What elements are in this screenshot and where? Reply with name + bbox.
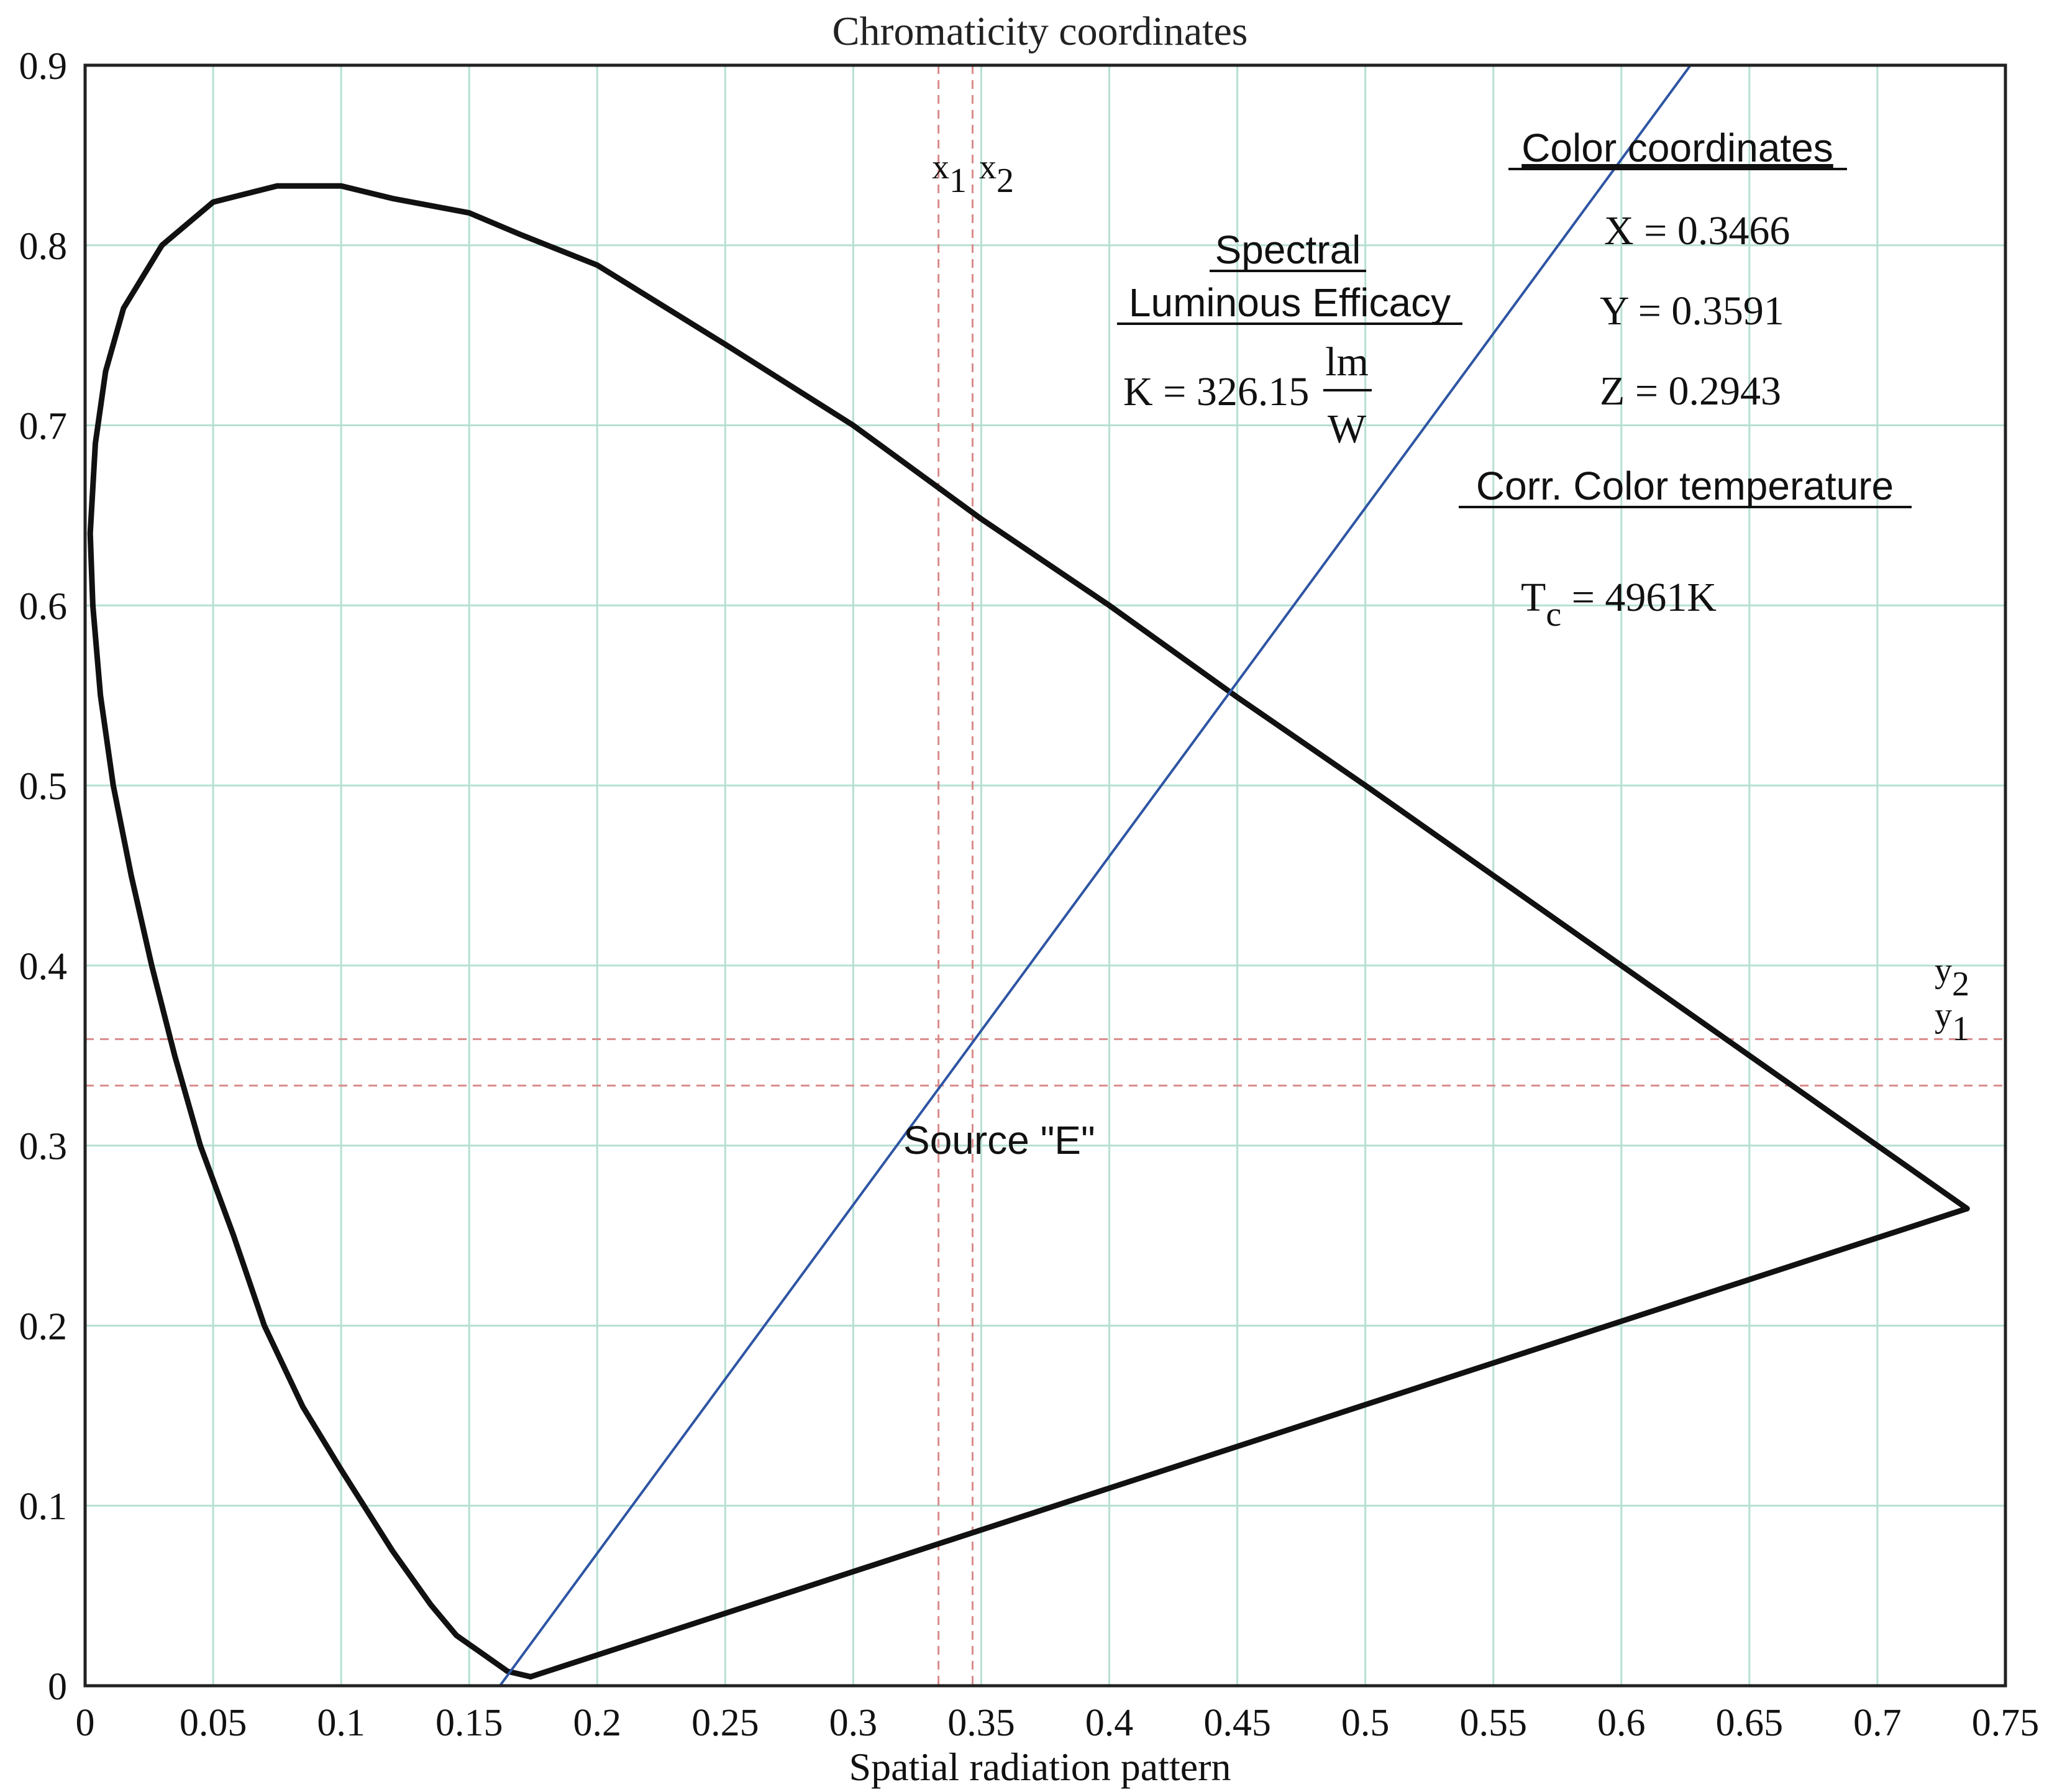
k-unit-numerator: lm xyxy=(1325,339,1369,385)
x-value: X = 0.3466 xyxy=(1604,208,1790,254)
x-axis-label: Spatial radiation pattern xyxy=(849,1745,1231,1789)
x-tick-label: 0.65 xyxy=(1716,1702,1784,1744)
purple-line xyxy=(527,1205,1970,1680)
tc-value: Tc = 4961K xyxy=(1521,575,1717,634)
curves xyxy=(87,64,1970,1687)
x2-letter: x xyxy=(979,148,997,186)
k-unit-denominator: W xyxy=(1328,406,1367,452)
y1-letter: y xyxy=(1935,996,1952,1035)
x-tick-label: 0.25 xyxy=(691,1702,759,1744)
cct-heading: Corr. Color temperature xyxy=(1476,464,1894,508)
color-coordinates-heading: Color coordinates xyxy=(1521,126,1833,170)
y-tick-label: 0.6 xyxy=(19,585,68,628)
y-tick-label: 0.2 xyxy=(19,1305,68,1348)
x-tick-label: 0.6 xyxy=(1597,1702,1646,1744)
x1-subscript: 1 xyxy=(949,162,967,200)
y-tick-label: 0.4 xyxy=(19,946,68,988)
source-e-label: Source "E" xyxy=(903,1118,1095,1163)
x-tick-label: 0.55 xyxy=(1459,1702,1527,1744)
luminous-efficacy-heading: Luminous Efficacy xyxy=(1129,280,1451,325)
x-tick-label: 0.1 xyxy=(317,1702,365,1744)
y1-subscript: 1 xyxy=(1952,1010,1969,1048)
x-tick-label: 0.05 xyxy=(180,1702,247,1744)
x1-marker-label: x1 xyxy=(932,148,967,200)
x-tick-label: 0.4 xyxy=(1085,1702,1134,1744)
x-tick-label: 0.75 xyxy=(1972,1702,2040,1744)
k-value: K = 326.15 xyxy=(1123,369,1309,414)
x2-subscript: 2 xyxy=(997,162,1014,200)
y2-letter: y xyxy=(1935,951,1952,990)
y-tick-label: 0.3 xyxy=(19,1126,68,1168)
chart-title: Chromaticity coordinates xyxy=(832,9,1248,54)
z-value: Z = 0.2943 xyxy=(1600,368,1781,414)
y-tick-label: 0.8 xyxy=(19,226,68,268)
tc-number: = 4961K xyxy=(1561,575,1717,620)
x-tick-label: 0.45 xyxy=(1203,1702,1271,1744)
x-axis-ticks: 0 0.05 0.1 0.15 0.2 0.25 0.3 0.35 0.4 0.45 0.5 0.55… xyxy=(76,1702,2040,1744)
y-tick-label: 0 xyxy=(48,1666,67,1708)
y-tick-label: 0.1 xyxy=(19,1486,68,1528)
y2-subscript: 2 xyxy=(1952,965,1969,1003)
isotemperature-line xyxy=(499,64,1692,1687)
x2-marker-label: x2 xyxy=(979,148,1014,200)
x-tick-label: 0.5 xyxy=(1341,1702,1390,1744)
y-tick-label: 0.9 xyxy=(19,45,68,88)
x-tick-label: 0 xyxy=(76,1702,95,1744)
y2-marker-label: y2 xyxy=(1935,951,1969,1003)
marker-lines xyxy=(85,65,2005,1686)
plot-frame xyxy=(83,63,2007,1688)
y1-marker-label: y1 xyxy=(1935,996,1969,1048)
spectral-heading: Spectral xyxy=(1215,227,1361,272)
y-tick-label: 0.5 xyxy=(19,766,68,808)
tc-symbol: T xyxy=(1521,575,1546,620)
y-value: Y = 0.3591 xyxy=(1600,288,1784,334)
x-tick-label: 0.15 xyxy=(436,1702,503,1744)
x-tick-label: 0.35 xyxy=(947,1702,1015,1744)
x-tick-label: 0.7 xyxy=(1853,1702,1902,1744)
y-tick-label: 0.7 xyxy=(19,406,68,448)
x-tick-label: 0.2 xyxy=(573,1702,622,1744)
x-tick-label: 0.3 xyxy=(829,1702,878,1744)
y-axis-ticks: 0 0.1 0.2 0.3 0.4 0.5 0.6 0.7 0.8 0.9 xyxy=(19,45,68,1708)
x1-letter: x xyxy=(932,148,949,186)
annotations: Color coordinates X = 0.3466 Y = 0.3591 … xyxy=(903,126,1969,1163)
tc-subscript: c xyxy=(1546,595,1561,634)
spectral-locus-curve xyxy=(87,183,1970,1680)
